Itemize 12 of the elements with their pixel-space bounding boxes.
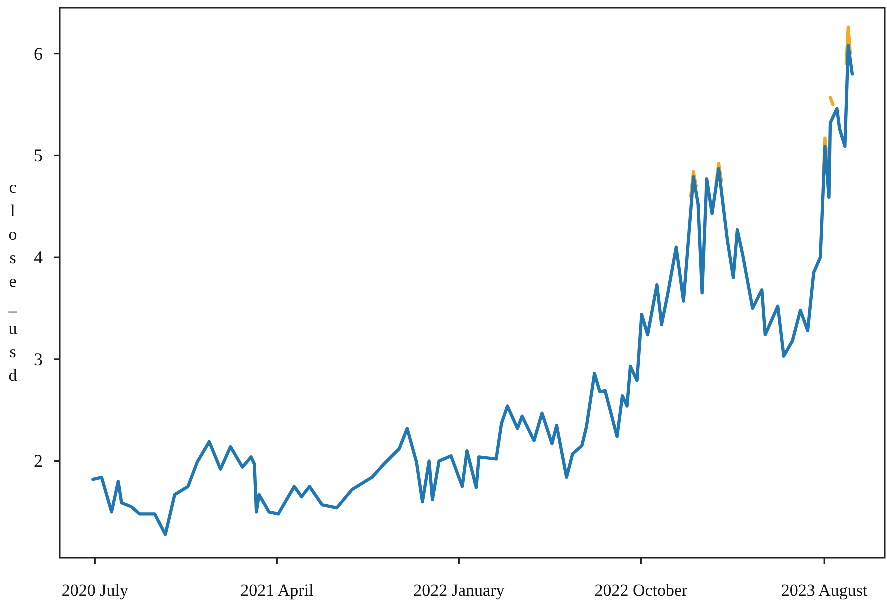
x-tick-label: 2021 April: [240, 581, 314, 600]
x-tick-label: 2020 July: [62, 581, 129, 600]
y-tick-label: 3: [34, 349, 43, 370]
y-tick-label: 5: [34, 146, 43, 166]
x-tick-label: 2022 October: [594, 581, 688, 600]
y-tick-label: 4: [34, 248, 43, 268]
y-tick-label: 6: [34, 44, 43, 64]
text: close_usd: [8, 178, 18, 385]
x-tick-label: 2023 August: [781, 581, 868, 600]
y-tick-label: 2: [34, 451, 43, 472]
line-series: [92, 44, 854, 536]
x-tick-label: 2022 January: [414, 581, 506, 600]
